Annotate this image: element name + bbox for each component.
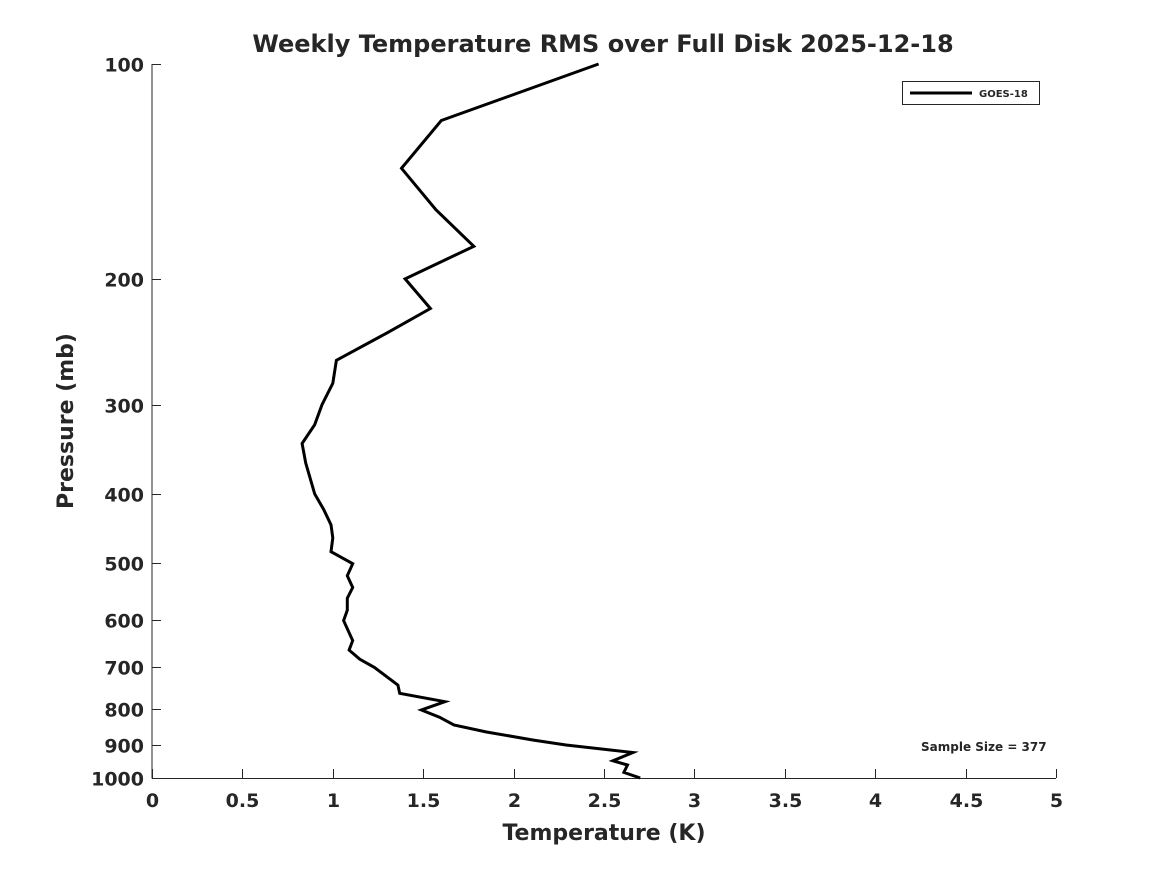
x-tick-label: 0 — [146, 790, 159, 812]
y-tick-label: 200 — [104, 270, 144, 292]
x-tick-label: 5 — [1050, 790, 1063, 812]
legend: GOES-18 — [902, 81, 1040, 105]
y-tick-label: 900 — [104, 736, 144, 758]
x-tick-label: 4.5 — [950, 790, 984, 812]
y-tick-label: 500 — [104, 554, 144, 576]
x-tick-label: 2 — [508, 790, 521, 812]
x-tick-label: 1.5 — [407, 790, 441, 812]
axes: 0 0.5 1 1.5 2 2.5 3 3.5 4 4.5 5 100 200 300 400 500 600 7… — [91, 55, 1063, 813]
series-line-goes-18 — [300, 62, 641, 780]
x-tick-label: 0.5 — [226, 790, 260, 812]
sample-size-annotation: Sample Size = 377 — [921, 740, 1047, 754]
y-axis-label: Pressure (mb) — [54, 333, 79, 509]
y-tick-label: 700 — [104, 658, 144, 680]
legend-entry: GOES-18 — [979, 89, 1028, 100]
y-tick-label: 400 — [104, 485, 144, 507]
y-tick-label: 300 — [104, 396, 144, 418]
y-tick-label: 100 — [104, 55, 144, 77]
x-axis-label: Temperature (K) — [502, 821, 705, 846]
plot-area — [300, 62, 641, 780]
y-tick-label: 800 — [104, 700, 144, 722]
y-tick-label: 1000 — [91, 769, 144, 791]
chart-title: Weekly Temperature RMS over Full Disk 20… — [252, 30, 953, 58]
x-tick-label: 3 — [688, 790, 701, 812]
x-tick-label: 1 — [327, 790, 340, 812]
x-tick-label: 3.5 — [769, 790, 803, 812]
x-tick-label: 2.5 — [588, 790, 622, 812]
x-tick-label: 4 — [869, 790, 882, 812]
y-tick-label: 600 — [104, 611, 144, 633]
